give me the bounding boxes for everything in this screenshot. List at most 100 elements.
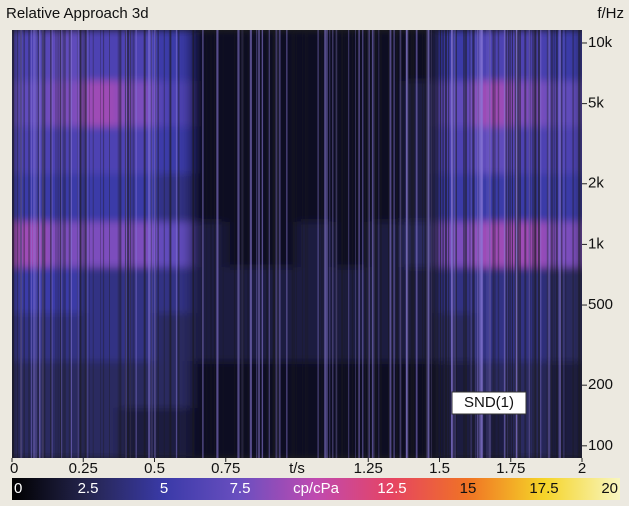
- x-tick-label: 1.5: [429, 460, 450, 477]
- texture-streak: [71, 30, 72, 458]
- texture-streak: [554, 30, 555, 458]
- texture-streak: [540, 30, 541, 458]
- x-tick-label: 0: [10, 460, 18, 477]
- texture-streak: [258, 30, 260, 458]
- texture-streak: [324, 30, 326, 458]
- cell: [190, 173, 226, 222]
- texture-streak: [532, 30, 534, 458]
- texture-streak: [59, 30, 60, 458]
- texture-streak: [410, 30, 411, 458]
- texture-streak: [234, 30, 235, 458]
- texture-streak: [267, 30, 269, 458]
- texture-streak: [274, 30, 275, 458]
- texture-streak: [60, 30, 61, 458]
- texture-streak: [434, 30, 435, 458]
- y-axis-label: f/Hz: [597, 5, 624, 22]
- texture-streak: [85, 30, 87, 458]
- texture-streak: [33, 30, 35, 458]
- cell: [83, 221, 119, 267]
- texture-streak: [352, 30, 354, 458]
- colorbar-tick-label: 7.5: [230, 480, 251, 497]
- texture-streak: [148, 30, 150, 458]
- colorbar-tick-label: 12.5: [377, 480, 406, 497]
- texture-streak: [170, 30, 172, 458]
- x-axis-label: t/s: [289, 460, 305, 477]
- texture-streak: [82, 30, 83, 458]
- texture-streak: [305, 30, 307, 458]
- texture-streak: [20, 30, 21, 458]
- texture-streak: [302, 30, 303, 458]
- cell: [83, 173, 119, 222]
- y-tick-label: 1k: [588, 235, 604, 252]
- texture-streak: [12, 30, 14, 458]
- x-tick-label: 0.5: [144, 460, 165, 477]
- texture-streak: [336, 30, 338, 458]
- texture-streak: [399, 30, 401, 458]
- texture-streak: [125, 30, 126, 458]
- chart-title: Relative Approach 3d: [6, 5, 149, 22]
- texture-streak: [448, 30, 449, 458]
- texture-streak: [389, 30, 390, 458]
- texture-streak: [541, 30, 542, 458]
- x-tick-label: 1.25: [354, 460, 383, 477]
- texture-streak: [89, 30, 90, 458]
- texture-streak: [103, 30, 104, 458]
- y-tick-label: 200: [588, 376, 613, 393]
- texture-streak: [436, 30, 438, 458]
- texture-streak: [119, 30, 121, 458]
- texture-streak: [347, 30, 348, 458]
- texture-streak: [164, 30, 165, 458]
- cell: [155, 221, 191, 267]
- texture-streak: [413, 30, 415, 458]
- cell: [190, 408, 226, 459]
- texture-streak: [355, 30, 356, 458]
- texture-streak: [393, 30, 395, 458]
- cell: [190, 267, 226, 313]
- y-tick-label: 100: [588, 437, 613, 454]
- texture-streak: [157, 30, 159, 458]
- colorbar-tick-label: 15: [460, 480, 477, 497]
- texture-streak: [292, 30, 293, 458]
- texture-streak: [223, 30, 224, 458]
- y-tick-label: 500: [588, 296, 613, 313]
- texture-streak: [445, 30, 446, 458]
- texture-streak: [422, 30, 423, 458]
- texture-streak: [130, 30, 131, 458]
- texture-streak: [317, 30, 318, 458]
- cell: [83, 126, 119, 174]
- texture-streak: [216, 30, 218, 458]
- texture-streak: [396, 30, 398, 458]
- texture-streak: [243, 30, 245, 458]
- texture-streak: [24, 30, 25, 458]
- texture-streak: [151, 30, 152, 458]
- texture-streak: [58, 30, 59, 458]
- texture-streak: [535, 30, 537, 458]
- texture-streak: [293, 30, 295, 458]
- texture-streak: [55, 30, 56, 458]
- texture-streak: [380, 30, 381, 458]
- texture-streak: [109, 30, 110, 458]
- texture-streak: [362, 30, 363, 458]
- texture-streak: [375, 30, 377, 458]
- cell: [83, 30, 119, 81]
- texture-streak: [100, 30, 101, 458]
- texture-streak: [389, 30, 391, 458]
- texture-streak: [358, 30, 360, 458]
- texture-streak: [332, 30, 333, 458]
- x-tick-label: 2: [578, 460, 586, 477]
- texture-streak: [556, 30, 557, 458]
- texture-streak: [262, 30, 263, 458]
- texture-streak: [440, 30, 441, 458]
- texture-streak: [372, 30, 374, 458]
- texture-streak: [118, 30, 119, 458]
- texture-streak: [338, 30, 339, 458]
- texture-streak: [127, 30, 128, 458]
- texture-streak: [426, 30, 427, 458]
- texture-streak: [296, 30, 297, 458]
- texture-streak: [416, 30, 418, 458]
- y-tick-label: 2k: [588, 175, 604, 192]
- texture-streak: [319, 30, 320, 458]
- cell: [155, 80, 191, 126]
- cell: [83, 267, 119, 313]
- texture-streak: [381, 30, 382, 458]
